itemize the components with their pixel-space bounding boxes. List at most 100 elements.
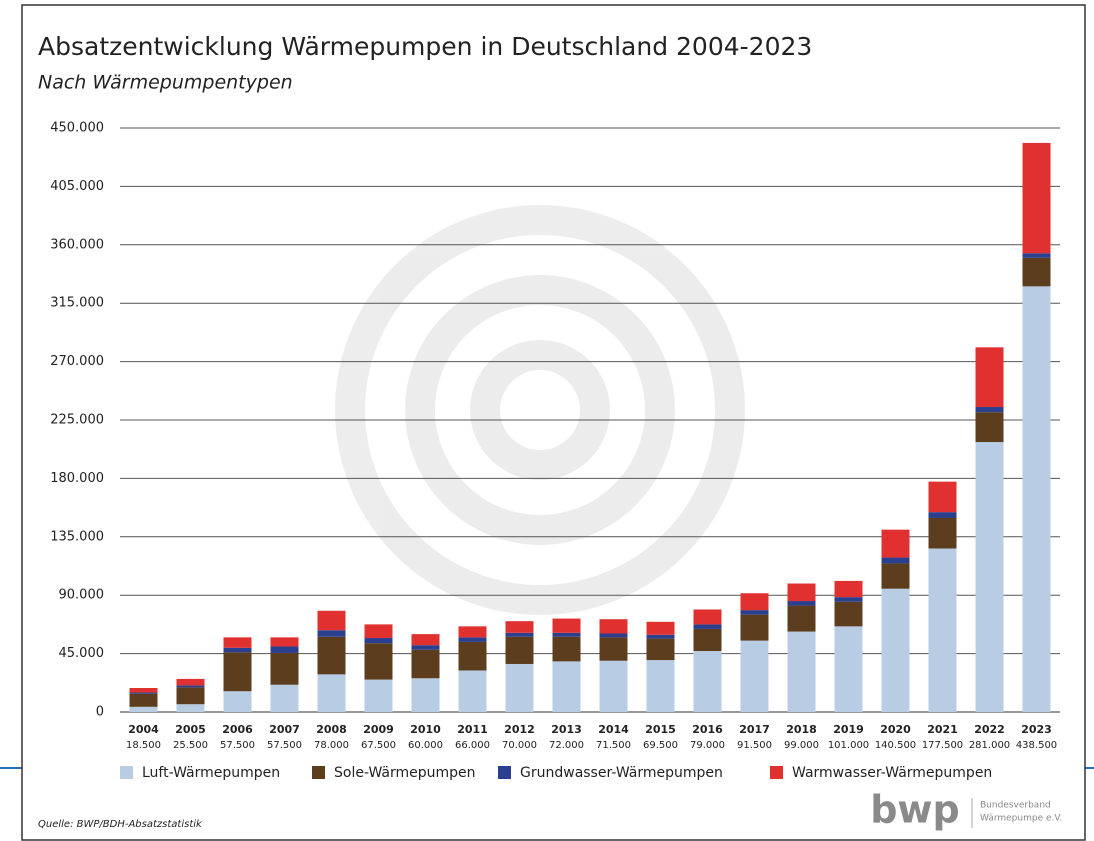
bar-segment — [317, 610, 346, 631]
bar-segment — [458, 670, 487, 712]
x-tick-label: 2021 — [927, 723, 958, 736]
x-tick-label: 2009 — [363, 723, 394, 736]
bar-segment — [740, 640, 769, 712]
bar-segment — [787, 601, 816, 606]
bar-segment — [505, 621, 534, 633]
bar-segment — [787, 605, 816, 632]
x-tick-label: 2020 — [880, 723, 911, 736]
watermark — [335, 205, 745, 615]
source: Quelle: BWP/BDH-Absatzstatistik — [38, 819, 203, 830]
x-tick-label: 2018 — [786, 723, 817, 736]
bar-segment — [834, 601, 863, 627]
total-label: 79.000 — [690, 740, 725, 751]
bar-segment — [270, 684, 299, 712]
y-tick-label: 135.000 — [50, 529, 104, 544]
bar-segment — [223, 652, 252, 692]
bar-segment — [740, 614, 769, 641]
legend-label: Grundwasser-Wärmepumpen — [520, 765, 723, 781]
y-tick-label: 405.000 — [50, 179, 104, 194]
bar-segment — [552, 618, 581, 633]
y-tick-label: 315.000 — [50, 296, 104, 311]
y-tick-label: 180.000 — [50, 471, 104, 486]
bar-segment — [505, 663, 534, 712]
bar-segment — [552, 636, 581, 662]
total-label: 69.500 — [643, 740, 678, 751]
x-tick-label: 2005 — [175, 723, 206, 736]
bar-segment — [693, 651, 722, 712]
bar-segment — [834, 597, 863, 602]
bar-segment — [928, 548, 957, 712]
x-tick-label: 2008 — [316, 723, 347, 736]
bar-segment — [270, 652, 299, 685]
bar-segment — [364, 624, 393, 639]
bar-segment — [599, 619, 628, 634]
bar-segment — [646, 638, 675, 661]
total-label: 67.500 — [361, 740, 396, 751]
bar-segment — [881, 563, 910, 589]
legend-swatch — [312, 766, 325, 779]
total-label: 177.500 — [922, 740, 963, 751]
legend-label: Warmwasser-Wärmepumpen — [792, 765, 992, 781]
bar-segment — [975, 442, 1004, 712]
bar-segment — [411, 634, 440, 646]
x-tick-label: 2015 — [645, 723, 676, 736]
bar-segment — [552, 661, 581, 712]
y-tick-label: 225.000 — [50, 413, 104, 428]
x-tick-label: 2012 — [504, 723, 535, 736]
total-label: 66.000 — [455, 740, 490, 751]
bar-segment — [458, 626, 487, 638]
bar-segment — [740, 593, 769, 611]
bar-segment — [129, 692, 158, 694]
total-label: 281.000 — [969, 740, 1010, 751]
bar-segment — [505, 632, 534, 637]
bar-segment — [1022, 142, 1051, 254]
bar-segment — [223, 637, 252, 648]
x-tick-label: 2004 — [128, 723, 159, 736]
bar-segment — [787, 631, 816, 712]
x-tick-label: 2016 — [692, 723, 723, 736]
bar-segment — [740, 610, 769, 615]
bar-segment — [176, 704, 205, 712]
logo: bwp — [870, 788, 960, 832]
y-tick-label: 90.000 — [59, 588, 105, 603]
x-tick-label: 2011 — [457, 723, 488, 736]
logo-text: Wärmepumpe e.V. — [980, 814, 1062, 824]
total-label: 101.000 — [828, 740, 869, 751]
bar-segment — [1022, 286, 1051, 712]
legend-swatch — [120, 766, 133, 779]
bar-segment — [834, 626, 863, 712]
total-label: 99.000 — [784, 740, 819, 751]
x-tick-label: 2014 — [598, 723, 629, 736]
bar-segment — [975, 407, 1004, 413]
bar-segment — [975, 412, 1004, 443]
x-tick-label: 2023 — [1021, 723, 1052, 736]
total-label: 72.000 — [549, 740, 584, 751]
bar-segment — [975, 347, 1004, 408]
legend-swatch — [770, 766, 783, 779]
bar-segment — [223, 647, 252, 653]
chart-subtitle: Nach Wärmepumpentypen — [38, 72, 293, 94]
x-tick-label: 2007 — [269, 723, 300, 736]
total-label: 57.500 — [267, 740, 302, 751]
bar-segment — [834, 580, 863, 598]
bar-segment — [411, 649, 440, 679]
bar-segment — [317, 636, 346, 675]
bar-segment — [599, 637, 628, 661]
x-tick-label: 2006 — [222, 723, 253, 736]
bar-segment — [176, 678, 205, 686]
y-tick-label: 45.000 — [59, 646, 105, 661]
total-label: 78.000 — [314, 740, 349, 751]
bar-segment — [693, 609, 722, 625]
bar-segment — [1022, 253, 1051, 258]
total-label: 18.500 — [126, 740, 161, 751]
bar-segment — [176, 685, 205, 688]
total-label: 57.500 — [220, 740, 255, 751]
bar-segment — [505, 636, 534, 664]
bar-segment — [646, 660, 675, 712]
bar-segment — [129, 693, 158, 707]
total-label: 25.500 — [173, 740, 208, 751]
bar-segment — [599, 660, 628, 712]
legend-label: Luft-Wärmepumpen — [142, 765, 280, 781]
bar-segment — [693, 624, 722, 629]
total-label: 91.500 — [737, 740, 772, 751]
